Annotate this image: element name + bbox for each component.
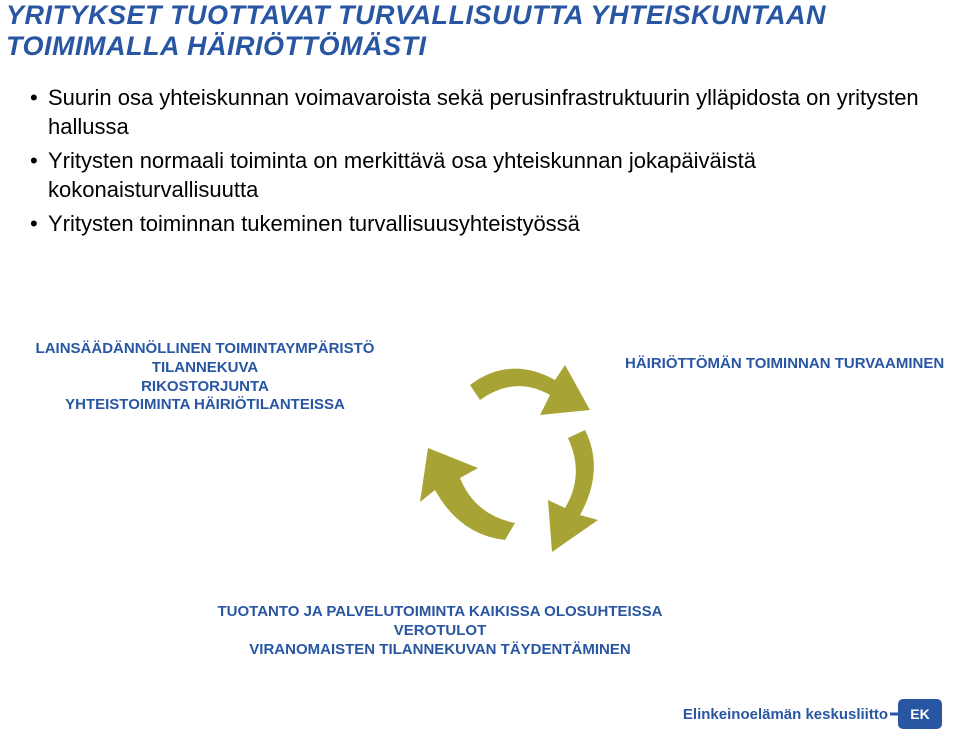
footer-org-name: Elinkeinoelämän keskusliitto <box>683 706 888 723</box>
diagram-label-left: LAINSÄÄDÄNNÖLLINEN TOIMINTAYMPÄRISTÖ TIL… <box>30 340 380 415</box>
label-line: TUOTANTO JA PALVELUTOIMINTA KAIKISSA OLO… <box>180 603 700 622</box>
slide-title: YRITYKSET TUOTTAVAT TURVALLISUUTTA YHTEI… <box>0 0 960 62</box>
bullet-item: Suurin osa yhteiskunnan voimavaroista se… <box>30 84 960 141</box>
bullet-list: Suurin osa yhteiskunnan voimavaroista se… <box>0 84 960 239</box>
footer-logo-icon: EK <box>898 699 942 729</box>
diagram-label-right: HÄIRIÖTTÖMÄN TOIMINNAN TURVAAMINEN <box>625 355 955 374</box>
label-line: VEROTULOT <box>180 622 700 641</box>
bullet-item: Yritysten normaali toiminta on merkittäv… <box>30 147 960 204</box>
cycle-diagram: LAINSÄÄDÄNNÖLLINEN TOIMINTAYMPÄRISTÖ TIL… <box>60 300 900 660</box>
label-line: LAINSÄÄDÄNNÖLLINEN TOIMINTAYMPÄRISTÖ <box>30 340 380 359</box>
label-line: VIRANOMAISTEN TILANNEKUVAN TÄYDENTÄMINEN <box>180 641 700 660</box>
bullet-item: Yritysten toiminnan tukeminen turvallisu… <box>30 210 960 239</box>
label-line: YHTEISTOIMINTA HÄIRIÖTILANTEISSA <box>30 396 380 415</box>
cycle-arrows-icon <box>380 330 640 590</box>
label-line: TILANNEKUVA <box>30 359 380 378</box>
title-line-2: TOIMIMALLA HÄIRIÖTTÖMÄSTI <box>6 31 960 62</box>
label-line: HÄIRIÖTTÖMÄN TOIMINNAN TURVAAMINEN <box>625 355 944 372</box>
footer: Elinkeinoelämän keskusliitto EK <box>683 699 942 729</box>
label-line: RIKOSTORJUNTA <box>30 378 380 397</box>
diagram-label-bottom: TUOTANTO JA PALVELUTOIMINTA KAIKISSA OLO… <box>180 603 700 659</box>
title-line-1: YRITYKSET TUOTTAVAT TURVALLISUUTTA YHTEI… <box>6 0 960 31</box>
